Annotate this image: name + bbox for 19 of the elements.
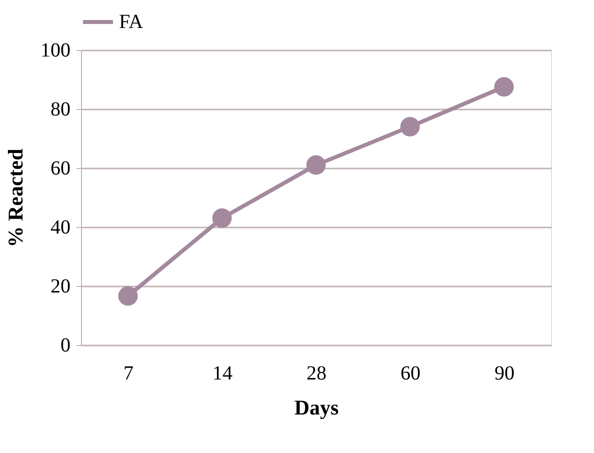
y-tick-label: 100 — [40, 40, 70, 62]
y-axis-title: % Reacted — [4, 148, 28, 248]
y-tick-label: 40 — [50, 216, 70, 238]
x-tick-label: 90 — [494, 362, 514, 384]
point — [494, 77, 514, 97]
y-tick-label: 60 — [50, 158, 70, 180]
x-tick-label: 14 — [212, 362, 232, 384]
x-tick-label: 7 — [124, 362, 134, 384]
x-tick-label: 60 — [400, 362, 420, 384]
y-tick-label: 0 — [60, 334, 70, 356]
x-axis-title: Days — [294, 396, 339, 420]
point — [212, 208, 232, 228]
x-tick-label: 28 — [306, 362, 326, 384]
y-tick-label: 20 — [50, 276, 70, 298]
point — [306, 155, 326, 175]
y-tick-label: 80 — [50, 98, 70, 120]
point — [118, 286, 138, 306]
point — [400, 116, 420, 136]
legend-label: FA — [119, 11, 144, 33]
